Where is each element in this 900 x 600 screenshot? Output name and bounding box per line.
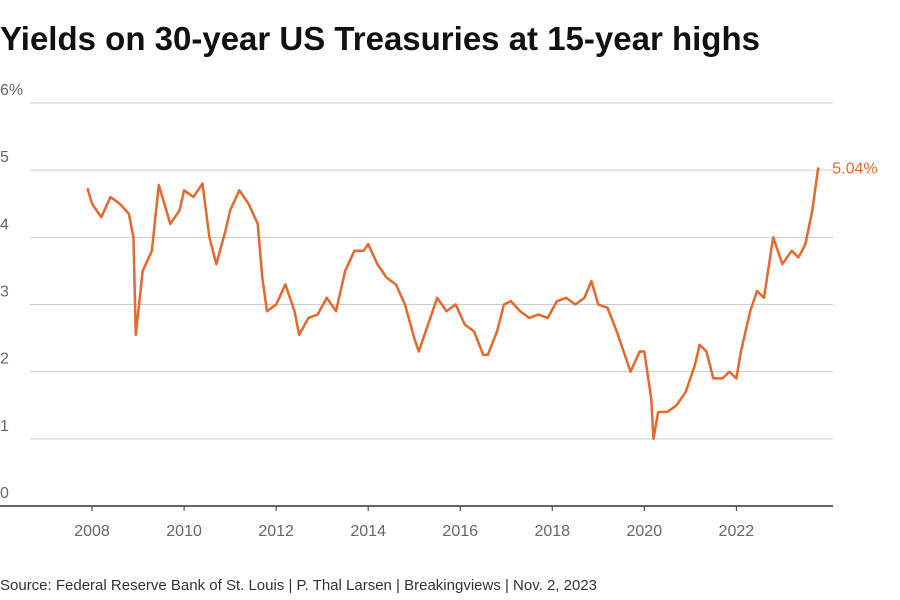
end-value-label: 5.04%	[832, 160, 877, 177]
y-tick-label: 6%	[0, 82, 23, 99]
y-tick-label: 5	[0, 149, 9, 166]
yield-line	[86, 167, 820, 441]
y-tick-label: 4	[0, 216, 9, 233]
x-tick-label: 2016	[442, 523, 478, 540]
y-tick-label: 2	[0, 351, 9, 368]
x-tick-label: 2012	[258, 523, 294, 540]
x-tick-label: 2020	[627, 523, 663, 540]
chart-title: Yields on 30-year US Treasuries at 15-ye…	[0, 20, 760, 57]
x-tick-label: 2022	[719, 523, 755, 540]
source-note: Source: Federal Reserve Bank of St. Loui…	[0, 577, 597, 594]
y-tick-label: 1	[0, 418, 9, 435]
x-tick-label: 2018	[534, 523, 570, 540]
x-tick-label: 2010	[166, 523, 202, 540]
y-tick-label: 0	[0, 485, 9, 502]
x-tick-label: 2008	[74, 523, 110, 540]
x-tick-label: 2014	[350, 523, 386, 540]
y-tick-label: 3	[0, 284, 9, 301]
